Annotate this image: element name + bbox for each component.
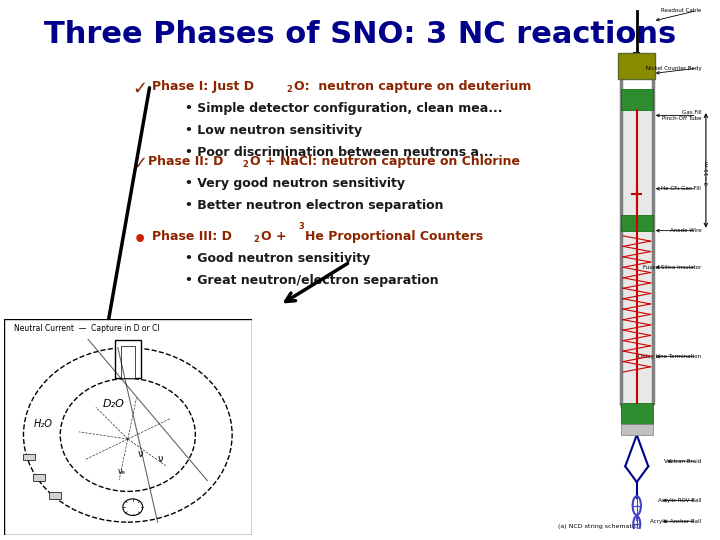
Text: • Very good neutron sensitivity: • Very good neutron sensitivity <box>185 177 405 190</box>
Text: • Poor discrimination between neutrons a...: • Poor discrimination between neutrons a… <box>185 146 493 159</box>
Bar <box>621 215 653 231</box>
Text: Acrylic Anchor Ball: Acrylic Anchor Ball <box>650 519 701 524</box>
Bar <box>621 403 653 424</box>
Text: Phase I: Just D: Phase I: Just D <box>152 80 254 93</box>
Text: 2: 2 <box>286 85 292 94</box>
Bar <box>121 346 135 377</box>
Text: • Simple detector configuration, clean mea...: • Simple detector configuration, clean m… <box>185 102 503 115</box>
Text: ν: ν <box>138 449 143 460</box>
Text: Fused Silica Insulator: Fused Silica Insulator <box>643 265 701 270</box>
Polygon shape <box>621 403 653 435</box>
Text: Neutral Current  —  Capture in D or Cl: Neutral Current — Capture in D or Cl <box>14 325 159 333</box>
Text: He-CF₄ Gas Fill: He-CF₄ Gas Fill <box>662 186 701 191</box>
Text: • Great neutron/electron separation: • Great neutron/electron separation <box>185 274 438 287</box>
Text: O + NaCl: neutron capture on Chlorine: O + NaCl: neutron capture on Chlorine <box>250 155 520 168</box>
Text: 3: 3 <box>298 222 304 231</box>
Text: • Better neutron electron separation: • Better neutron electron separation <box>185 199 444 212</box>
Text: D₂O: D₂O <box>103 400 125 409</box>
Text: ✓: ✓ <box>132 155 148 173</box>
Text: Phase III: D: Phase III: D <box>152 230 232 243</box>
Text: Vectran Braid: Vectran Braid <box>664 458 701 464</box>
Text: O +: O + <box>261 230 291 243</box>
Text: Anode Wire: Anode Wire <box>670 228 701 233</box>
Bar <box>33 474 45 481</box>
Text: Nickel Counter Body: Nickel Counter Body <box>646 66 701 71</box>
Text: O:  neutron capture on deuterium: O: neutron capture on deuterium <box>294 80 531 93</box>
Text: •: • <box>133 230 147 250</box>
Bar <box>621 89 653 110</box>
Bar <box>115 340 140 377</box>
Text: (a) NCD string schematic: (a) NCD string schematic <box>558 524 637 529</box>
Text: • Good neutron sensitivity: • Good neutron sensitivity <box>185 252 370 265</box>
Text: Delay Line Termination: Delay Line Termination <box>638 354 701 359</box>
Text: Phase II: D: Phase II: D <box>148 155 223 168</box>
Bar <box>622 110 652 403</box>
Text: He Proportional Counters: He Proportional Counters <box>305 230 483 243</box>
Text: H₂O: H₂O <box>33 418 53 429</box>
Text: νₑ: νₑ <box>118 467 126 476</box>
Bar <box>618 52 655 79</box>
Text: ✓: ✓ <box>132 80 148 98</box>
Bar <box>23 454 35 461</box>
Text: Gas Fill
Pinch-Off Tube: Gas Fill Pinch-Off Tube <box>662 110 701 121</box>
Text: 2: 2 <box>253 235 259 244</box>
Text: ν: ν <box>158 454 163 464</box>
Text: • Low neutron sensitivity: • Low neutron sensitivity <box>185 124 362 137</box>
Text: Three Phases of SNO: 3 NC reactions: Three Phases of SNO: 3 NC reactions <box>44 20 676 49</box>
Text: 0 – 11 m: 0 – 11 m <box>706 161 711 185</box>
Bar <box>50 492 61 499</box>
Text: Readout Cable: Readout Cable <box>661 8 701 13</box>
Text: 2: 2 <box>242 160 248 169</box>
Bar <box>621 424 653 435</box>
Text: Acrylic ROV Ball: Acrylic ROV Ball <box>658 498 701 503</box>
